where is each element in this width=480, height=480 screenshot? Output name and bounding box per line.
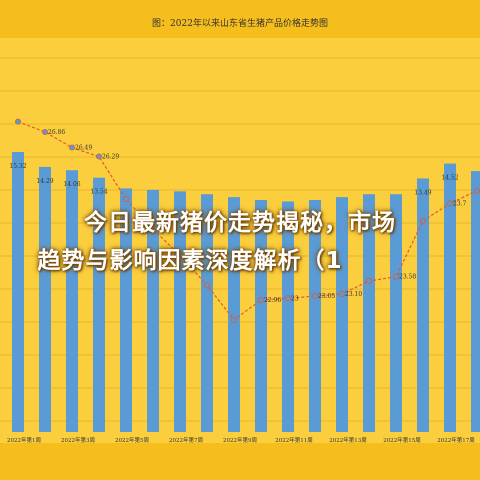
line-value-label: 26.86 [48, 129, 65, 136]
line-point [230, 316, 237, 323]
bar [390, 194, 402, 432]
chart-title: 图：2022年以来山东省生猪产品价格走势图 [152, 19, 328, 29]
line-value-label: 23.10 [345, 291, 362, 298]
line-value-label: 23.58 [399, 274, 416, 281]
x-tick-label: 2022年第1周 [7, 436, 41, 444]
line-point [176, 252, 183, 259]
bar [471, 171, 480, 432]
line-point [311, 293, 318, 300]
overlay-caption: 今日最新猪价走势揭秘，市场 趋势与影响因素深度解析（1 [0, 203, 480, 283]
line-point [338, 290, 345, 297]
line-point [446, 200, 453, 207]
bar [444, 163, 456, 432]
line-point [419, 217, 426, 224]
data-labels: 15.32 14.29 14.06 13.54 13.49 14.52 26.86 26.49… [9, 129, 466, 304]
bar [363, 194, 375, 432]
line-point [284, 295, 291, 302]
x-tick-label: 2022年第17周 [437, 436, 475, 444]
x-tick-label: 2022年第11周 [275, 436, 313, 444]
bar [147, 189, 159, 432]
line-value-label: 26.49 [75, 145, 92, 152]
line-point [473, 187, 480, 194]
line-series [14, 118, 480, 323]
bar [120, 188, 132, 432]
bar-value-label: 13.49 [414, 189, 431, 196]
bar [228, 197, 240, 432]
line-value-label: 22.96 [264, 297, 281, 304]
bar [336, 197, 348, 432]
bar-value-label: 14.52 [441, 175, 458, 182]
line-point [365, 278, 372, 285]
line-point [42, 128, 49, 135]
x-tick-label: 2022年第9周 [223, 436, 257, 444]
x-tick-label: 2022年第15周 [383, 436, 421, 444]
line-point [149, 226, 156, 233]
overlay-line-2: 趋势与影响因素深度解析（1 [37, 248, 343, 274]
line-value-label: 26.29 [102, 154, 119, 161]
line-value-label: 23.7 [453, 201, 467, 208]
bar [174, 191, 186, 432]
bar [39, 166, 51, 432]
bar-value-label: 15.32 [9, 163, 26, 170]
line-path [17, 121, 478, 321]
bar-value-label: 14.06 [63, 181, 80, 188]
line-point [392, 273, 399, 280]
bar [66, 170, 78, 433]
overlay-line-1: 今日最新猪价走势揭秘，市场 [84, 210, 396, 236]
bar [93, 177, 105, 432]
bar [282, 201, 294, 432]
bar [201, 194, 213, 432]
line-value-label: 23 [291, 295, 299, 302]
line-point [123, 196, 130, 203]
bar [309, 200, 321, 432]
line-point [14, 118, 21, 125]
x-tick-label: 2022年第7周 [169, 436, 203, 444]
line-value-label: 23.05 [318, 293, 335, 300]
line-point [69, 144, 76, 151]
line-point [257, 296, 264, 303]
bar-series [12, 152, 480, 433]
bar-value-label: 14.29 [36, 178, 53, 185]
x-tick-label: 2022年第13周 [329, 436, 367, 444]
bar [255, 200, 267, 432]
x-tick-label: 2022年第5周 [115, 436, 149, 444]
bar [12, 152, 24, 432]
bar-value-label: 13.54 [90, 189, 107, 196]
x-tick-label: 2022年第3周 [61, 436, 95, 444]
x-tick-labels: 2022年第1周 2022年第3周 2022年第5周 2022年第7周 2022年第9周… [7, 436, 475, 444]
line-point [96, 153, 103, 160]
bar [417, 178, 429, 432]
line-point [203, 282, 210, 289]
